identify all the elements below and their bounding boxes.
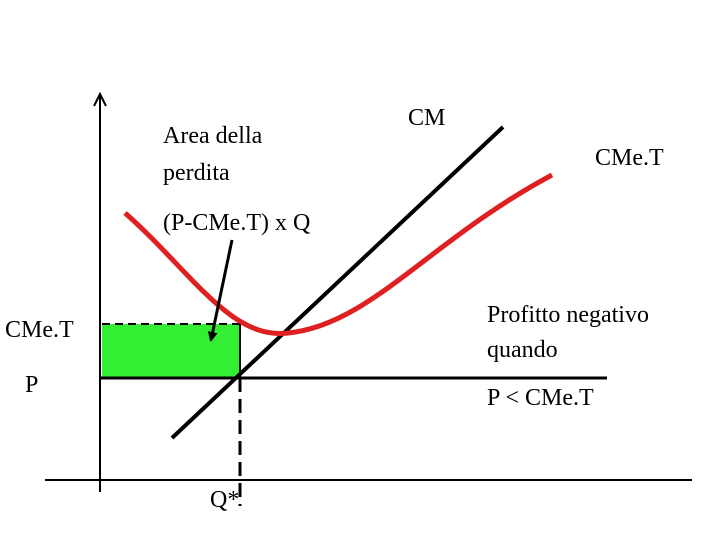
atc-label: CMe.T: [595, 145, 664, 171]
y-axis-label: CMe.T: [5, 317, 74, 343]
y-axis-label: P: [25, 372, 38, 398]
mc-label: CM: [408, 105, 445, 131]
y-axis-arrow: [93, 91, 107, 107]
note: P < CMe.T: [487, 385, 594, 411]
loss-area: [102, 324, 241, 378]
note: Profitto negativo: [487, 302, 649, 328]
mc-curve: [170, 125, 505, 440]
note: quando: [487, 337, 558, 363]
x-axis-label: Q*: [210, 487, 239, 513]
area-label: Area della: [163, 123, 263, 149]
area-label: perdita: [163, 160, 230, 186]
formula: (P-CMe.T) x Q: [163, 210, 310, 236]
atc-curve: [123, 172, 554, 336]
pointer-arrow: [207, 239, 234, 342]
